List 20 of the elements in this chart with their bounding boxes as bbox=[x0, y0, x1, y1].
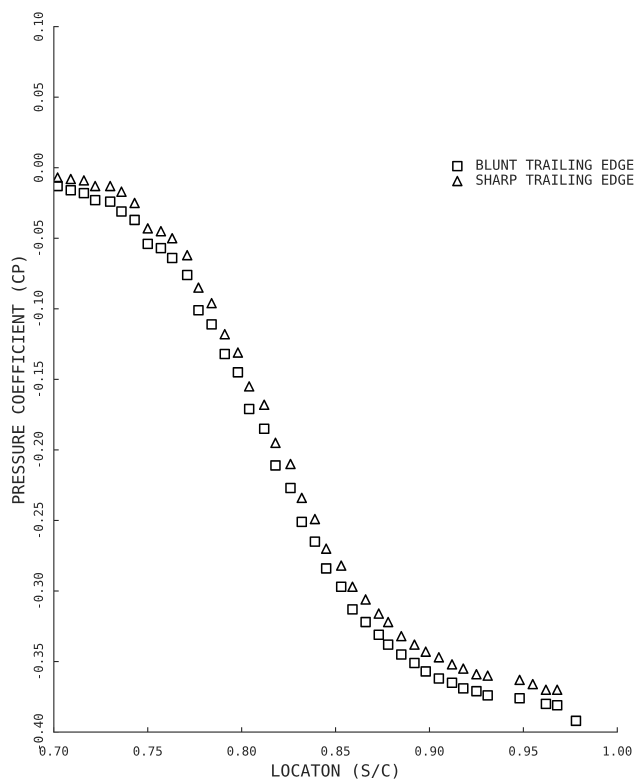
legend-label: BLUNT TRAILING EDGE bbox=[476, 159, 634, 170]
y-tick-label: 0.00 bbox=[34, 153, 44, 182]
y-tick-label: -0.15 bbox=[34, 362, 44, 396]
x-tick-label: 1.00 bbox=[604, 746, 632, 756]
y-tick-label: -0.25 bbox=[34, 502, 44, 538]
y-tick-label: -0.10 bbox=[34, 290, 44, 326]
x-tick-label: 0.75 bbox=[134, 746, 162, 756]
x-axis-title: LOCATON (S/C) bbox=[272, 764, 398, 779]
y-tick-label: 0.10 bbox=[34, 12, 44, 41]
y-tick-label: -0.35 bbox=[34, 644, 44, 678]
x-tick-label: 0.95 bbox=[509, 746, 538, 756]
x-tick-label: 0.85 bbox=[321, 746, 350, 756]
y-tick-label: -0.30 bbox=[34, 573, 44, 608]
x-tick-label: 0.80 bbox=[227, 746, 256, 756]
x-tick-label: 0.90 bbox=[415, 746, 444, 756]
y-tick-label: -0.05 bbox=[34, 220, 44, 255]
legend-label: SHARP TRAILING EDGE bbox=[476, 174, 634, 185]
y-tick-label: 0.05 bbox=[34, 83, 44, 112]
y-axis-title: PRESSURE COEFFICIENT (CP) bbox=[12, 257, 27, 504]
y-tick-label: -0.20 bbox=[34, 432, 44, 467]
